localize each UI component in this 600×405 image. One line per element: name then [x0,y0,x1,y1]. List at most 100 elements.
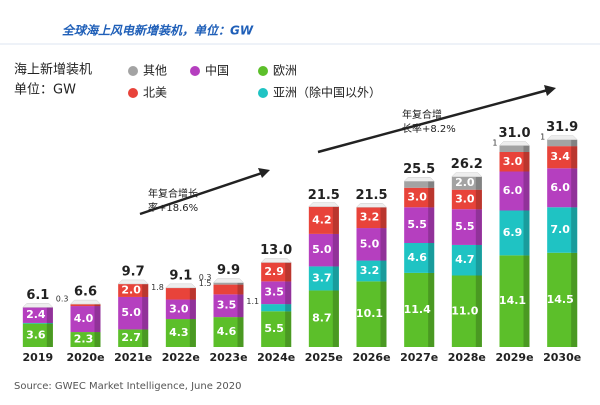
legend-swatch [190,66,200,76]
bar-side [237,294,244,318]
data-label: 2.4 [26,308,46,321]
data-label: 7.0 [550,223,570,236]
data-label: 3.7 [312,271,332,284]
data-label: 4.6 [217,325,237,338]
data-label: 4.0 [74,312,94,325]
bar-segment [404,187,435,208]
bar-segment [356,260,387,282]
bar-segment [118,329,149,347]
bar-side [523,145,530,152]
bar-side [380,228,387,261]
bar-side [142,296,149,330]
legend-swatch [258,88,268,98]
data-label: 5.0 [121,306,141,319]
data-label: 2.0 [455,176,475,189]
bar-side [428,272,435,347]
total-label: 6.6 [74,285,97,300]
data-label: 5.5 [455,220,475,233]
data-label: 5.5 [264,322,284,335]
bar-segment [22,307,53,323]
bar-side [237,284,244,295]
bar-segment [70,332,101,347]
bar-side [571,168,578,208]
bar-side [142,283,149,297]
annotation: 年复合增 [402,108,442,121]
bar-side [380,207,387,229]
bar-side [46,307,53,323]
data-label: 0.3 [56,295,69,304]
legend-label: 亚洲（除中国以外） [273,85,381,100]
total-label: 9.9 [217,263,240,278]
bar-side [94,306,101,333]
bar-side [380,281,387,347]
legend-label: 其他 [143,64,167,78]
total-label: 31.9 [546,120,578,135]
bar-segment [261,304,292,312]
bar-side [523,255,530,347]
total-label: 9.1 [169,268,192,283]
bar-top [403,177,435,182]
bar-side [571,252,578,347]
data-label: 3.5 [217,299,237,312]
bar-top [117,279,149,285]
bar-top [69,299,102,305]
chart-title: 全球海上风电新增装机，单位：GW [62,24,254,38]
data-label: 3.2 [360,211,380,224]
total-label: 26.2 [451,157,483,172]
data-label: 2.0 [121,283,141,296]
annotation: 年复合增长 [148,187,198,200]
x-tick-label: 2023e [209,351,247,364]
legend-swatch [128,66,138,76]
data-label: 4.3 [169,326,189,339]
bar-side [94,304,101,307]
data-label: 1 [492,138,497,147]
bar-segment [213,284,244,295]
bar-segment [118,283,149,297]
trend-arrow [139,171,263,216]
bar-top [260,258,292,263]
data-label: 10.1 [356,307,383,320]
bar-side [428,207,435,243]
bar-side [189,287,196,300]
bar-side [523,171,530,211]
data-label: 3.4 [550,150,570,163]
bar-side [428,243,435,273]
bar-top [498,141,531,146]
legend-swatch [128,88,138,98]
x-tick-label: 2024e [257,351,295,364]
x-tick-label: 2022e [162,351,200,364]
bar-top [22,303,54,308]
bar-segment [356,207,387,229]
bar-side [475,244,482,276]
data-label: 1.1 [246,297,259,306]
data-label: 3.2 [360,264,380,277]
data-label: 6.9 [503,226,523,239]
bar-side [571,146,578,169]
data-label: 2.3 [74,333,94,346]
bar-top [451,172,483,177]
x-tick-label: 2021e [114,351,152,364]
bar-side [428,187,435,208]
data-label: 5.0 [312,243,332,256]
annotation: 长率+8.2% [402,122,456,135]
bar-segment [404,181,435,188]
bar-side [189,319,196,347]
bar-side [237,317,244,347]
bar-side [571,207,578,253]
bar-segment [22,322,53,324]
bar-segment [22,323,53,347]
x-tick-label: 2020e [66,351,104,364]
data-label: 1 [540,132,545,141]
data-label: 2.7 [121,331,141,344]
data-label: 11.4 [404,303,431,316]
data-label: 1.8 [151,283,164,292]
data-label: 0.3 [199,273,212,282]
bar-segment [165,287,196,300]
bar-segment [451,189,482,210]
bar-side [237,282,244,285]
data-label: 2.9 [264,265,284,278]
bar-side [332,206,339,234]
bar-side [189,299,196,320]
bar-side [523,152,530,172]
